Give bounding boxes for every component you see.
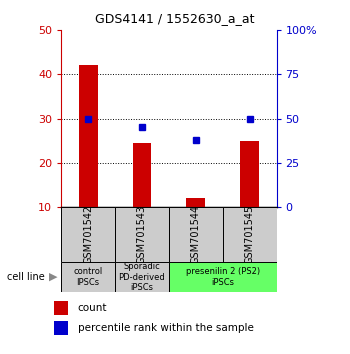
Text: control
IPSCs: control IPSCs: [74, 267, 103, 287]
Text: GDS4141 / 1552630_a_at: GDS4141 / 1552630_a_at: [95, 12, 255, 25]
Text: ▶: ▶: [49, 272, 58, 282]
Bar: [240, 141, 259, 207]
Text: Sporadic
PD-derived
iPSCs: Sporadic PD-derived iPSCs: [119, 262, 165, 292]
Bar: [186, 198, 205, 207]
Text: GSM701542: GSM701542: [83, 205, 93, 264]
Text: count: count: [78, 303, 107, 313]
Bar: [54, 301, 68, 315]
Bar: [169, 262, 276, 292]
Bar: [223, 207, 276, 262]
Text: percentile rank within the sample: percentile rank within the sample: [78, 323, 253, 333]
Bar: [115, 207, 169, 262]
Text: presenilin 2 (PS2)
iPSCs: presenilin 2 (PS2) iPSCs: [186, 267, 260, 287]
Bar: [79, 65, 98, 207]
Text: GSM701545: GSM701545: [245, 205, 254, 264]
Bar: [61, 207, 115, 262]
Text: GSM701544: GSM701544: [191, 205, 201, 264]
Text: GSM701543: GSM701543: [137, 205, 147, 264]
Bar: [115, 262, 169, 292]
Bar: [169, 207, 223, 262]
Text: cell line: cell line: [7, 272, 45, 282]
Bar: [61, 262, 115, 292]
Bar: [54, 321, 68, 335]
Bar: [133, 143, 152, 207]
